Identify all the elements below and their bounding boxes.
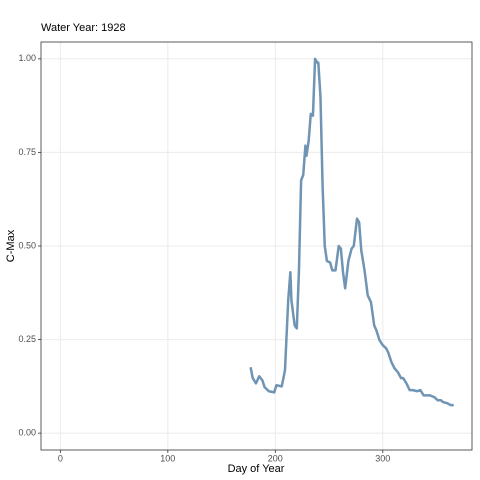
y-tick-label: 0.50	[18, 240, 36, 250]
data-line	[249, 57, 454, 407]
panel-border	[40, 41, 473, 451]
x-axis-title: Day of Year	[228, 463, 285, 475]
x-tick-label: 0	[58, 453, 63, 463]
y-axis-title: C-Max	[5, 229, 17, 262]
y-tick-label: 0.00	[18, 428, 36, 438]
chart-title: Water Year: 1928	[41, 22, 126, 34]
x-tick-label: 200	[268, 453, 283, 463]
y-tick-label: 0.75	[18, 147, 36, 157]
x-tick-label: 100	[160, 453, 175, 463]
y-tick-label: 0.25	[18, 334, 36, 344]
y-tick-label: 1.00	[18, 53, 36, 63]
x-tick-label: 300	[375, 453, 390, 463]
